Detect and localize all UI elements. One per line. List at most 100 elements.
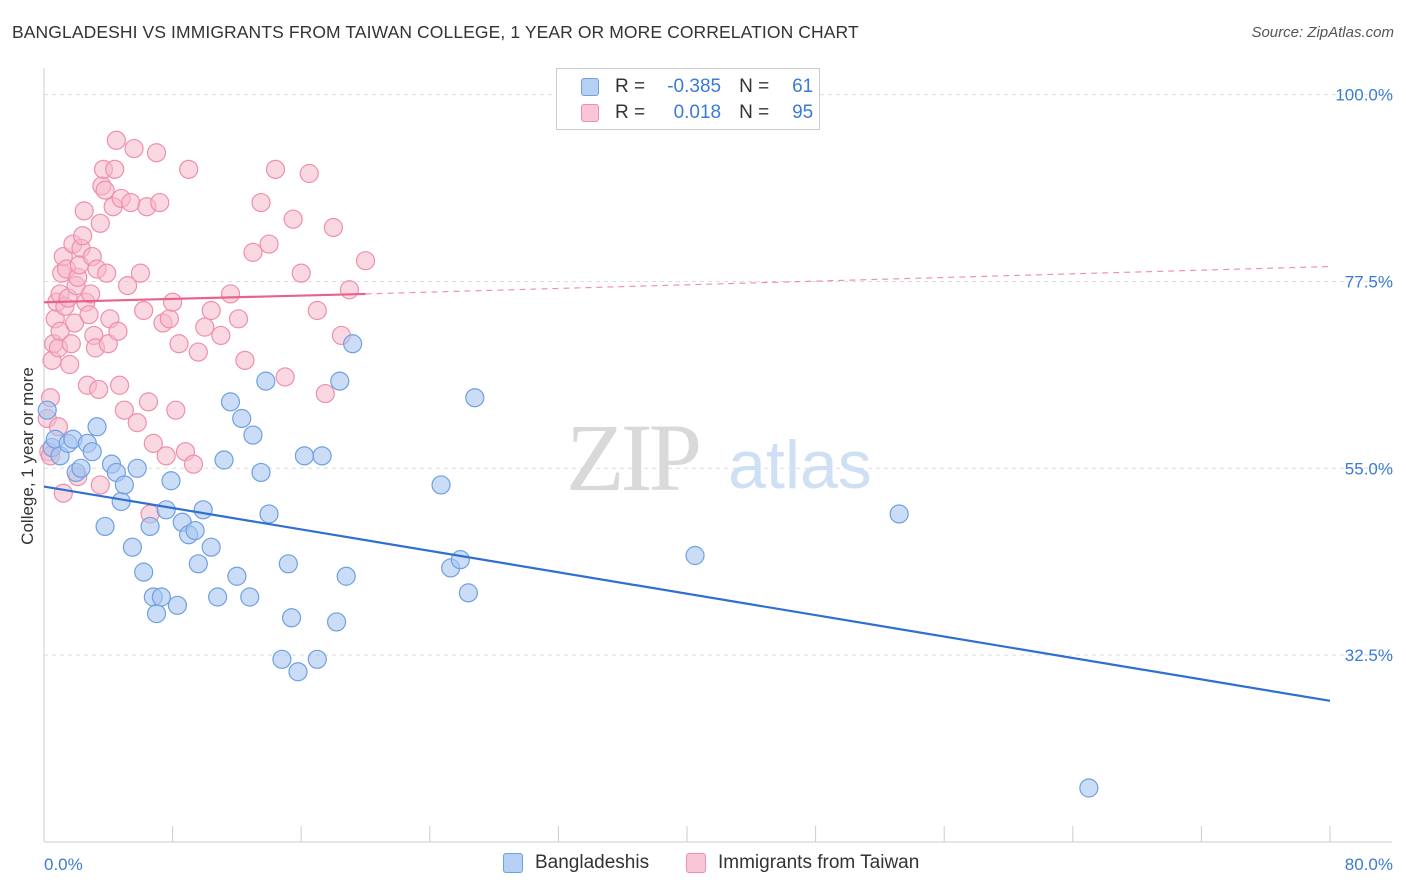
y-tick-label: 55.0% (1345, 459, 1393, 478)
bottom-legend-label: Bangladeshis (535, 852, 650, 873)
bangladeshi-point (307, 649, 327, 669)
taiwan-point (90, 475, 110, 495)
taiwan-point (117, 276, 138, 296)
legend-box: R = -0.385 N = 61 R = 0.018 N = 95 (556, 68, 820, 130)
taiwan-point (79, 305, 99, 325)
taiwan-point (183, 454, 204, 474)
y-tick-label: 77.5% (1345, 272, 1393, 291)
legend-r-label: R = (615, 76, 646, 97)
taiwan-point (211, 325, 231, 346)
taiwan-point (195, 317, 215, 337)
taiwan-point (146, 143, 167, 163)
taiwan-point (150, 192, 170, 213)
bottom-legend-label: Immigrants from Taiwan (718, 852, 920, 873)
taiwan-point (108, 321, 128, 341)
taiwan-point (163, 292, 183, 312)
taiwan-point (72, 226, 93, 246)
taiwan-point (323, 217, 343, 238)
bangladeshi-point (1079, 778, 1099, 798)
bangladeshi-point (37, 400, 57, 420)
taiwan-point (243, 242, 263, 262)
bangladeshi-point (134, 562, 154, 582)
bangladeshi-point (146, 604, 167, 624)
taiwan-point (121, 192, 141, 213)
bangladeshi-point (201, 537, 221, 557)
taiwan-point (74, 201, 94, 221)
bangladeshi-point (312, 446, 332, 466)
taiwan-point (97, 263, 117, 283)
taiwan-point (283, 209, 303, 229)
x-tick-label: 80.0% (1345, 855, 1393, 874)
legend-r-value: -0.385 (667, 76, 722, 97)
bangladeshi-point (465, 388, 485, 408)
bangladeshi-point (232, 408, 252, 429)
taiwan-point (81, 284, 101, 304)
taiwan-point (114, 400, 134, 420)
chart-title: BANGLADESHI VS IMMIGRANTS FROM TAIWAN CO… (12, 22, 859, 42)
bangladeshi-point (336, 566, 356, 586)
trend-lines (43, 265, 1331, 702)
watermark-zip: ZIP (566, 404, 699, 511)
bottom-legend: Bangladeshis Immigrants from Taiwan (0, 852, 1406, 878)
bangladeshi-point (122, 537, 143, 557)
watermark: ZIP atlas (566, 404, 872, 511)
taiwan-point (130, 263, 151, 283)
bangladeshi-point (167, 595, 188, 615)
taiwan-point (90, 213, 110, 233)
legend-n-label: N = (739, 102, 770, 123)
legend-r-value: 0.018 (673, 102, 722, 123)
taiwan-point (127, 413, 147, 433)
taiwan-point (95, 180, 115, 200)
taiwan-point (275, 367, 295, 387)
watermark-atlas: atlas (728, 427, 872, 503)
taiwan-point (105, 159, 125, 179)
bangladeshi-point (71, 458, 91, 478)
bangladeshi-point (251, 462, 271, 483)
bangladeshi-point (330, 371, 350, 391)
legend-row-taiwan: R = 0.018 N = 95 (581, 101, 814, 125)
taiwan-point (179, 159, 199, 179)
bangladeshi-point (193, 500, 213, 520)
taiwan-point (89, 379, 109, 400)
bangladeshi-point (82, 442, 102, 462)
legend-n-value: 61 (792, 76, 814, 97)
taiwan-point (315, 383, 335, 404)
gridlines (44, 94, 1392, 656)
series-bangladeshi-points (37, 334, 1099, 798)
bangladeshi-point (450, 550, 470, 570)
taiwan-point (143, 433, 163, 453)
bangladeshi-point (127, 458, 147, 478)
legend-swatch-blue (581, 78, 599, 96)
taiwan-point (106, 130, 126, 150)
taiwan-point (265, 159, 286, 179)
source-note: Source: ZipAtlas.com (1251, 24, 1394, 41)
bottom-legend-swatch-pink (686, 853, 706, 873)
bangladeshi-point (220, 392, 241, 412)
bangladeshi-point (240, 587, 260, 607)
bangladeshi-point (272, 649, 292, 669)
y-axis-label: College, 1 year or more (18, 367, 37, 545)
bangladeshi-point (227, 566, 247, 586)
bangladeshi-point (185, 520, 205, 541)
bangladeshi-point (259, 504, 279, 524)
legend-n-value: 95 (792, 102, 814, 123)
taiwan-point (166, 400, 186, 420)
bangladeshi-point (188, 554, 208, 574)
bangladeshi-point (278, 554, 298, 574)
taiwan-point (201, 300, 221, 321)
taiwan-point (53, 483, 73, 503)
legend-r-label: R = (615, 102, 646, 123)
taiwan-point (299, 163, 319, 184)
taiwan-point (159, 309, 179, 329)
taiwan-point (291, 263, 311, 283)
taiwan-point (169, 334, 189, 354)
taiwan-point (251, 192, 271, 213)
legend-n-label: N = (739, 76, 770, 97)
taiwan-point (109, 375, 130, 395)
taiwan-point (355, 251, 376, 271)
taiwan-point (50, 321, 70, 341)
bangladeshi-point (458, 583, 478, 603)
series-taiwan-points (37, 130, 376, 524)
bangladeshi-point (151, 587, 171, 607)
